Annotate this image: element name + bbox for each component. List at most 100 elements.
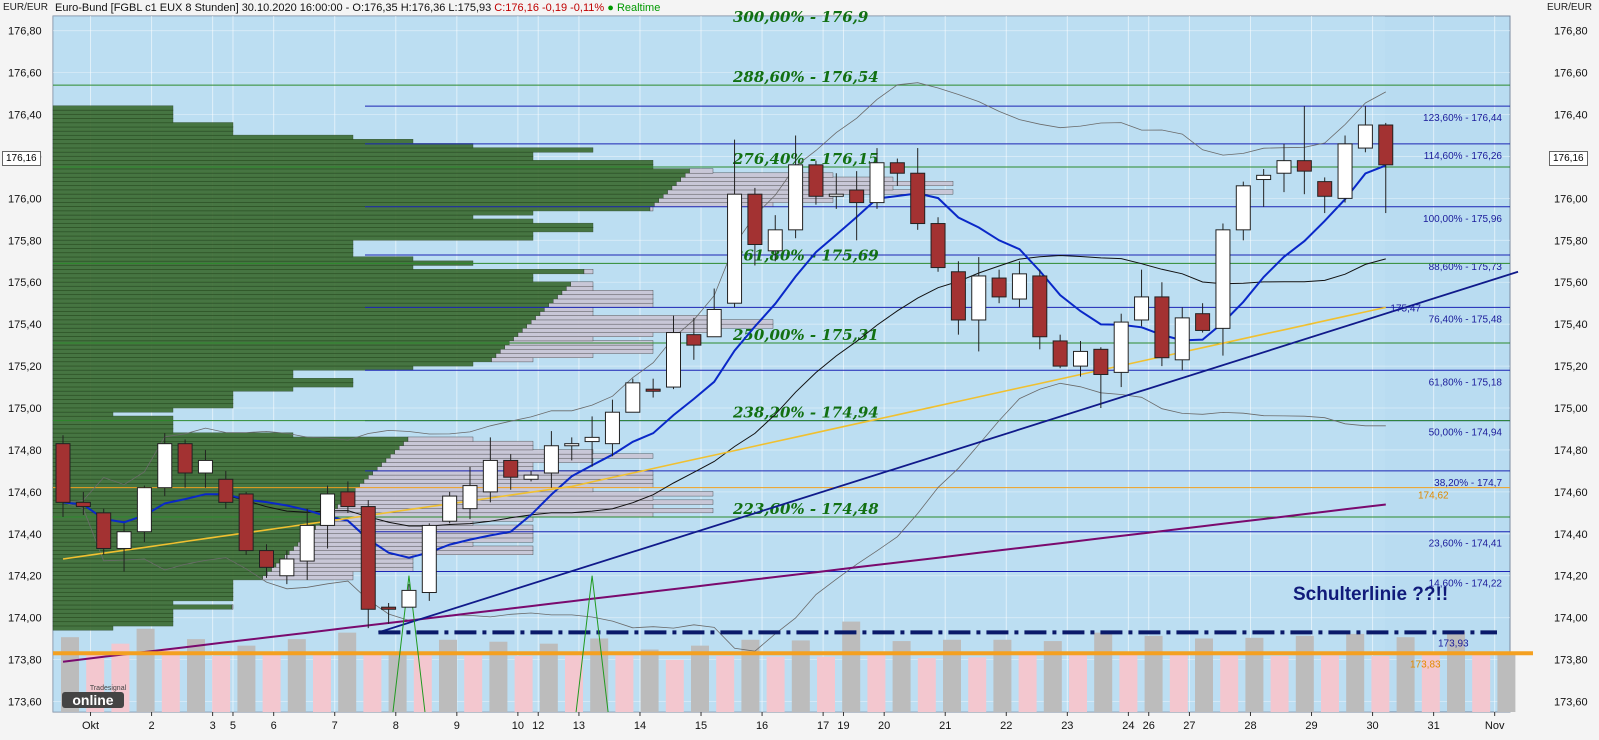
volume-profile-bar-green — [52, 189, 668, 195]
candle-bull — [767, 229, 783, 252]
volume-profile-bar-green — [52, 361, 474, 367]
candle-bull — [971, 275, 987, 321]
candle-bear — [991, 277, 1007, 298]
volume-profile-bar-grey — [689, 168, 714, 174]
volume-profile-bar-grey — [671, 185, 894, 191]
volume-bar — [993, 639, 1012, 712]
volume-profile-bar-green — [52, 533, 308, 539]
volume-profile-bar-grey — [570, 281, 594, 287]
volume-profile-bar-green — [52, 201, 655, 207]
y-tick-label-right: 176,40 — [1554, 110, 1588, 122]
extension-top-label: 300,00% - 176,9 — [733, 8, 869, 26]
volume-profile-bar-green — [52, 369, 294, 375]
candle-bull — [157, 443, 173, 489]
volume-profile-bar-green — [52, 625, 114, 631]
candle-bull — [543, 445, 559, 474]
price-change: C:176,16 -0,19 -0,11% — [494, 2, 605, 14]
volume-profile-bar-green — [52, 319, 532, 325]
volume-profile-bar-green — [52, 537, 303, 543]
volume-bar — [1371, 656, 1390, 712]
fib-level-label: 123,60% - 176,44 — [1423, 113, 1502, 124]
volume-profile-bar-grey — [341, 499, 714, 505]
candle-bear — [950, 271, 966, 321]
candle-bull — [706, 308, 722, 338]
x-tick-label: 7 — [332, 720, 338, 732]
orange-level-label: 174,62 — [1418, 491, 1449, 502]
bollinger-upper — [62, 82, 1386, 503]
x-tick-label: 27 — [1183, 720, 1195, 732]
volume-profile-bar-green — [52, 373, 294, 379]
volume-profile-bar-green — [52, 294, 558, 300]
volume-profile-bar-green — [52, 181, 677, 187]
candle-bear — [1195, 313, 1211, 331]
volume-bar — [716, 656, 735, 712]
y-tick-label-right: 175,00 — [1554, 403, 1588, 415]
volume-bar — [1245, 637, 1264, 712]
volume-bar — [1270, 656, 1289, 712]
x-tick-label: 15 — [695, 720, 707, 732]
candle-bear — [1317, 181, 1333, 197]
y-tick-label-right: 176,00 — [1554, 193, 1588, 205]
volume-profile-bar-green — [52, 403, 234, 409]
volume-profile-bar-grey — [262, 575, 354, 581]
fib-level-label: 50,00% - 174,94 — [1429, 428, 1503, 439]
candle-bear — [1378, 124, 1394, 166]
volume-profile-bar-green — [52, 273, 534, 279]
x-tick-label: 23 — [1061, 720, 1073, 732]
volume-profile-bar-grey — [495, 352, 594, 358]
candle-bull — [1235, 185, 1251, 231]
candle-bull — [1357, 124, 1373, 149]
candle-bear — [1296, 160, 1312, 172]
volume-profile-bar-grey — [407, 436, 474, 442]
volume-profile-bar-green — [52, 499, 343, 505]
volume-profile-bar-grey — [394, 449, 594, 455]
volume-profile-bar-green — [52, 214, 474, 220]
volume-bar — [590, 638, 609, 712]
instrument-info: Euro-Bund [FGBL c1 EUX 8 Stunden] 30.10.… — [55, 2, 492, 14]
volume-profile-bar-green — [52, 264, 414, 270]
y-tick-label-right: 176,60 — [1554, 68, 1588, 80]
volume-profile-bar-grey — [504, 344, 654, 350]
volume-profile-bar-green — [52, 185, 673, 191]
candle-bull — [625, 382, 641, 413]
volume-bar — [615, 655, 634, 712]
y-tick-label-right: 175,80 — [1554, 235, 1588, 247]
x-tick-label: 10 — [512, 720, 524, 732]
volume-bar — [1321, 655, 1339, 712]
volume-profile-bar-green — [52, 596, 234, 602]
volume-profile-bar-green — [52, 160, 654, 166]
volume-profile-bar-green — [52, 575, 264, 581]
y-axis: 176,80 176,80 176,60 176,60 176,40 176,40 176,… — [8, 26, 1588, 709]
volume-profile-bar-green — [52, 227, 594, 233]
y-tick-label-left: 174,40 — [8, 529, 42, 541]
shoulder-label: Schulterlinie ??!! — [1293, 584, 1448, 605]
volume-profile-bar-green — [52, 482, 360, 488]
volume-bar — [237, 645, 256, 712]
x-tick-label: 19 — [837, 720, 849, 732]
shoulder-value-label: 173,93 — [1438, 638, 1469, 649]
volume-bar — [817, 656, 835, 712]
volume-profile-bar-green — [52, 168, 690, 174]
x-tick-label: 22 — [1000, 720, 1012, 732]
volume-profile-bar-grey — [561, 290, 654, 296]
volume-bar — [1220, 655, 1239, 712]
x-tick-label: 17 — [817, 720, 829, 732]
volume-profile-bar-green — [52, 151, 534, 157]
y-tick-label-right: 174,80 — [1554, 445, 1588, 457]
volume-bar — [187, 639, 205, 712]
volume-profile-bar-green — [52, 357, 492, 363]
volume-profile-bar-grey — [231, 604, 234, 610]
fib-level-label: 38,20% - 174,7 — [1434, 478, 1502, 489]
volume-profile-bar-green — [52, 248, 354, 254]
volume-bar — [1169, 652, 1188, 712]
volume-bar — [842, 621, 861, 712]
volume-profile-bar-green — [52, 331, 519, 337]
volume-profile-bar-green — [52, 134, 354, 140]
candle-bear — [238, 493, 254, 552]
candle-bull — [564, 443, 580, 447]
x-tick-label: 20 — [878, 720, 890, 732]
y-tick-label-left: 176,60 — [8, 68, 42, 80]
candle-bear — [645, 388, 661, 392]
volume-profile-bar-green — [52, 424, 174, 430]
